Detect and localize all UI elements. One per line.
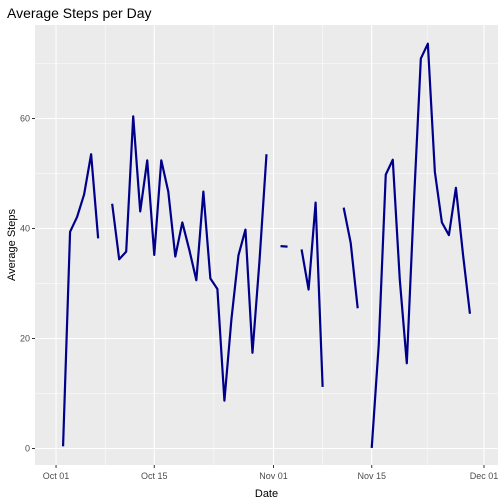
- x-tick-label: Nov 15: [357, 471, 386, 481]
- x-tick-label: Oct 01: [43, 471, 70, 481]
- series-line-segment: [300, 201, 324, 387]
- chart-title: Average Steps per Day: [7, 5, 152, 21]
- plot-panel: [35, 25, 498, 465]
- x-axis-title: Date: [255, 488, 278, 500]
- x-tick-label: Nov 01: [259, 471, 288, 481]
- series-line-segment: [280, 245, 288, 248]
- series-line-segment: [342, 207, 359, 309]
- x-tick-label: Dec 01: [470, 471, 499, 481]
- y-tick-label: 40: [20, 224, 30, 234]
- y-axis-title: Average Steps: [6, 209, 18, 281]
- axis-ticks: 0 20 40 60 Oct 01 Oct 15 Nov 01 Nov 15 Dec 01: [20, 114, 498, 482]
- series-line-segment: [370, 42, 472, 449]
- series-line-segment: [61, 153, 100, 447]
- y-tick-label: 0: [25, 444, 30, 454]
- data-lines: [61, 42, 472, 449]
- x-tick-label: Oct 15: [141, 471, 168, 481]
- y-tick-label: 20: [20, 334, 30, 344]
- series-line-segment: [111, 115, 268, 402]
- y-tick-label: 60: [20, 114, 30, 124]
